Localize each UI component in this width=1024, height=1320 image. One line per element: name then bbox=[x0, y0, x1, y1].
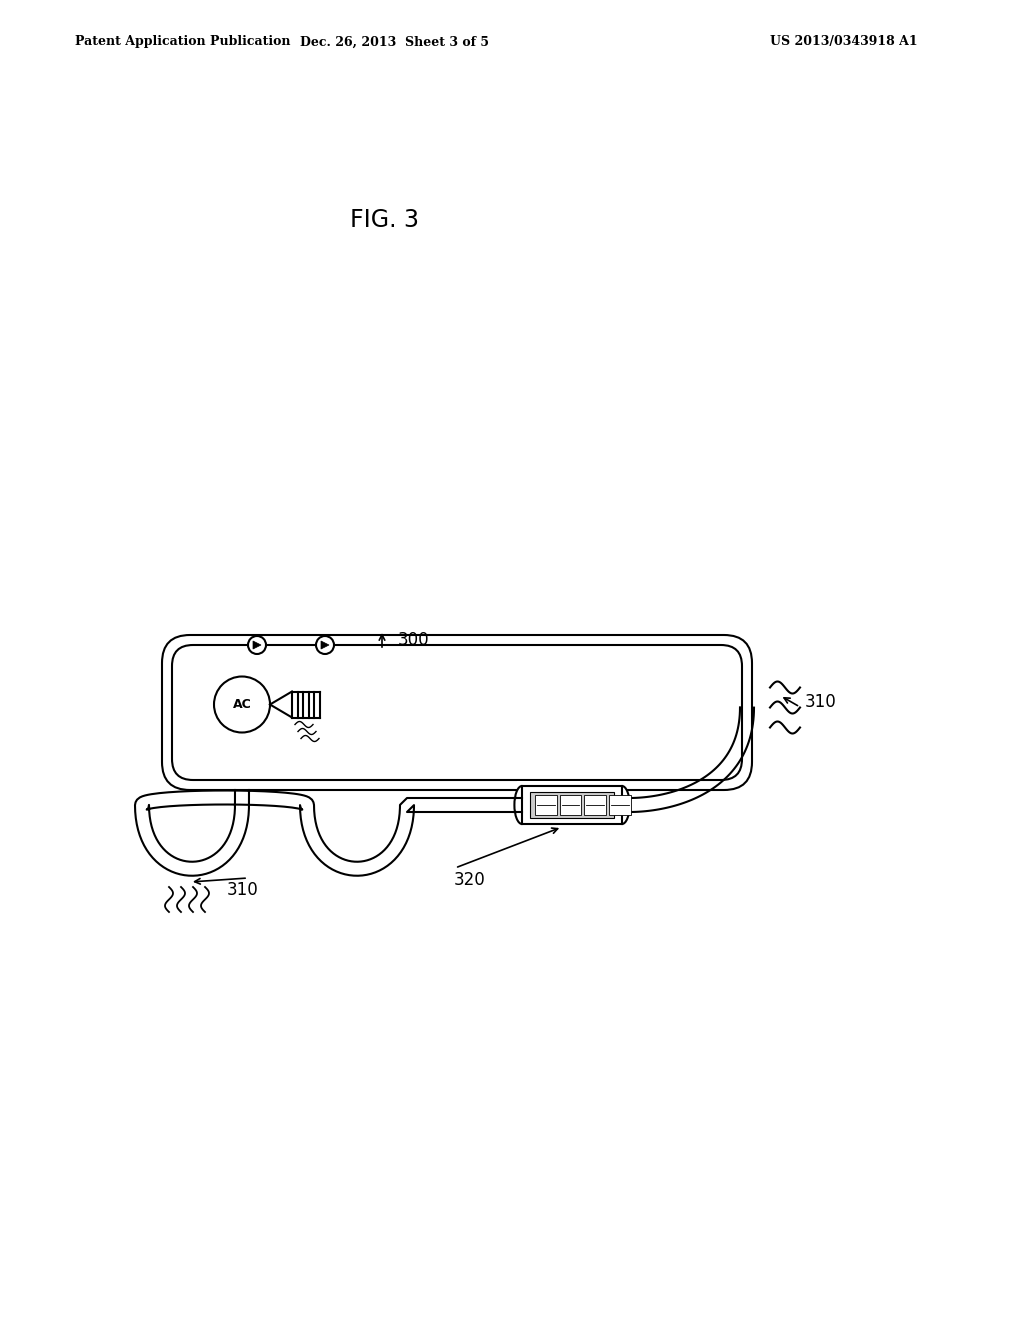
Text: 310: 310 bbox=[805, 693, 837, 711]
Text: 300: 300 bbox=[398, 631, 430, 649]
Text: Patent Application Publication: Patent Application Publication bbox=[75, 36, 291, 49]
Text: 320: 320 bbox=[454, 871, 485, 888]
Text: AC: AC bbox=[232, 698, 251, 711]
Bar bbox=[585, 795, 606, 814]
Text: Dec. 26, 2013  Sheet 3 of 5: Dec. 26, 2013 Sheet 3 of 5 bbox=[300, 36, 489, 49]
Polygon shape bbox=[321, 642, 329, 649]
Bar bbox=[560, 795, 582, 814]
Text: US 2013/0343918 A1: US 2013/0343918 A1 bbox=[770, 36, 918, 49]
Text: 310: 310 bbox=[227, 880, 259, 899]
Bar bbox=[530, 792, 614, 818]
Polygon shape bbox=[253, 642, 261, 649]
Bar bbox=[535, 795, 557, 814]
Circle shape bbox=[214, 676, 270, 733]
Circle shape bbox=[316, 636, 334, 653]
Text: FIG. 3: FIG. 3 bbox=[350, 209, 420, 232]
Circle shape bbox=[248, 636, 266, 653]
Bar bbox=[517, 781, 627, 829]
Bar bbox=[609, 795, 631, 814]
